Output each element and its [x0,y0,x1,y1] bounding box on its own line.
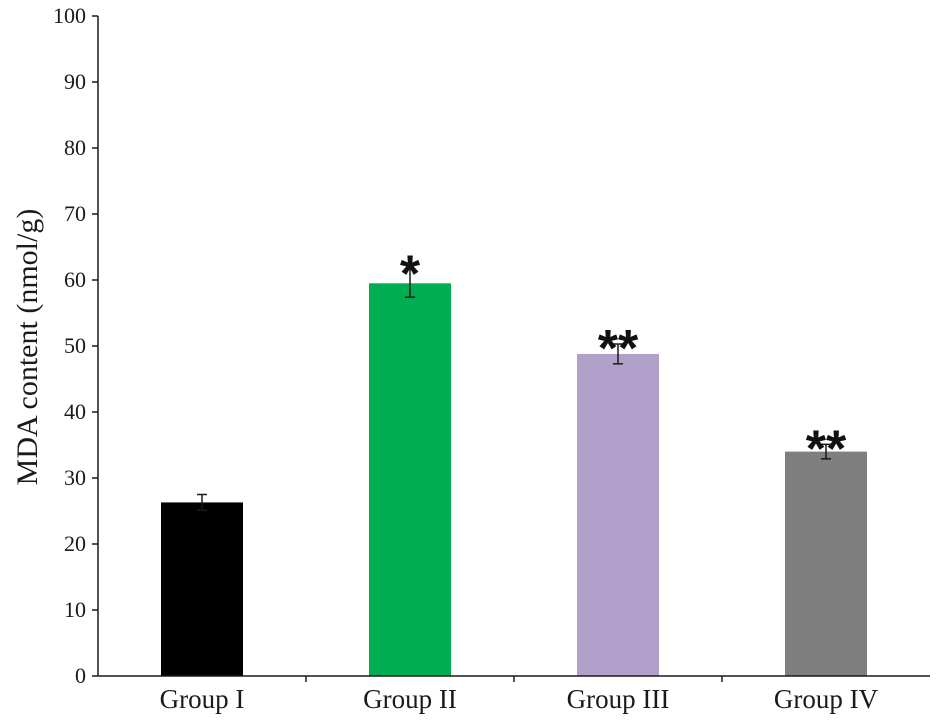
significance-labels: ***** [400,245,847,478]
significance-marker: ** [598,320,639,378]
y-tick-label: 70 [64,201,86,226]
x-category-label: Group II [363,684,457,714]
bar [577,353,659,676]
bars [161,283,867,676]
y-tick-label: 20 [64,531,86,556]
y-tick-label: 90 [64,69,86,94]
y-axis-ticks: 0 10 20 30 40 50 60 70 80 90 100 [53,3,98,688]
x-category-label: Group I [160,684,245,714]
error-bars [197,268,831,512]
x-category-label: Group III [567,684,670,714]
bar [785,451,867,676]
y-tick-label: 60 [64,267,86,292]
y-tick-label: 80 [64,135,86,160]
significance-marker: * [400,245,421,303]
bar [369,283,451,676]
y-tick-label: 10 [64,597,86,622]
bar [161,502,243,676]
y-tick-label: 40 [64,399,86,424]
significance-marker: ** [806,420,847,478]
x-axis-labels: Group I Group II Group III Group IV [160,676,879,714]
y-tick-label: 0 [75,663,86,688]
y-axis-title: MDA content (nmol/g) [11,209,44,486]
y-tick-label: 100 [53,3,86,28]
y-tick-label: 50 [64,333,86,358]
y-tick-label: 30 [64,465,86,490]
x-category-label: Group IV [774,684,879,714]
